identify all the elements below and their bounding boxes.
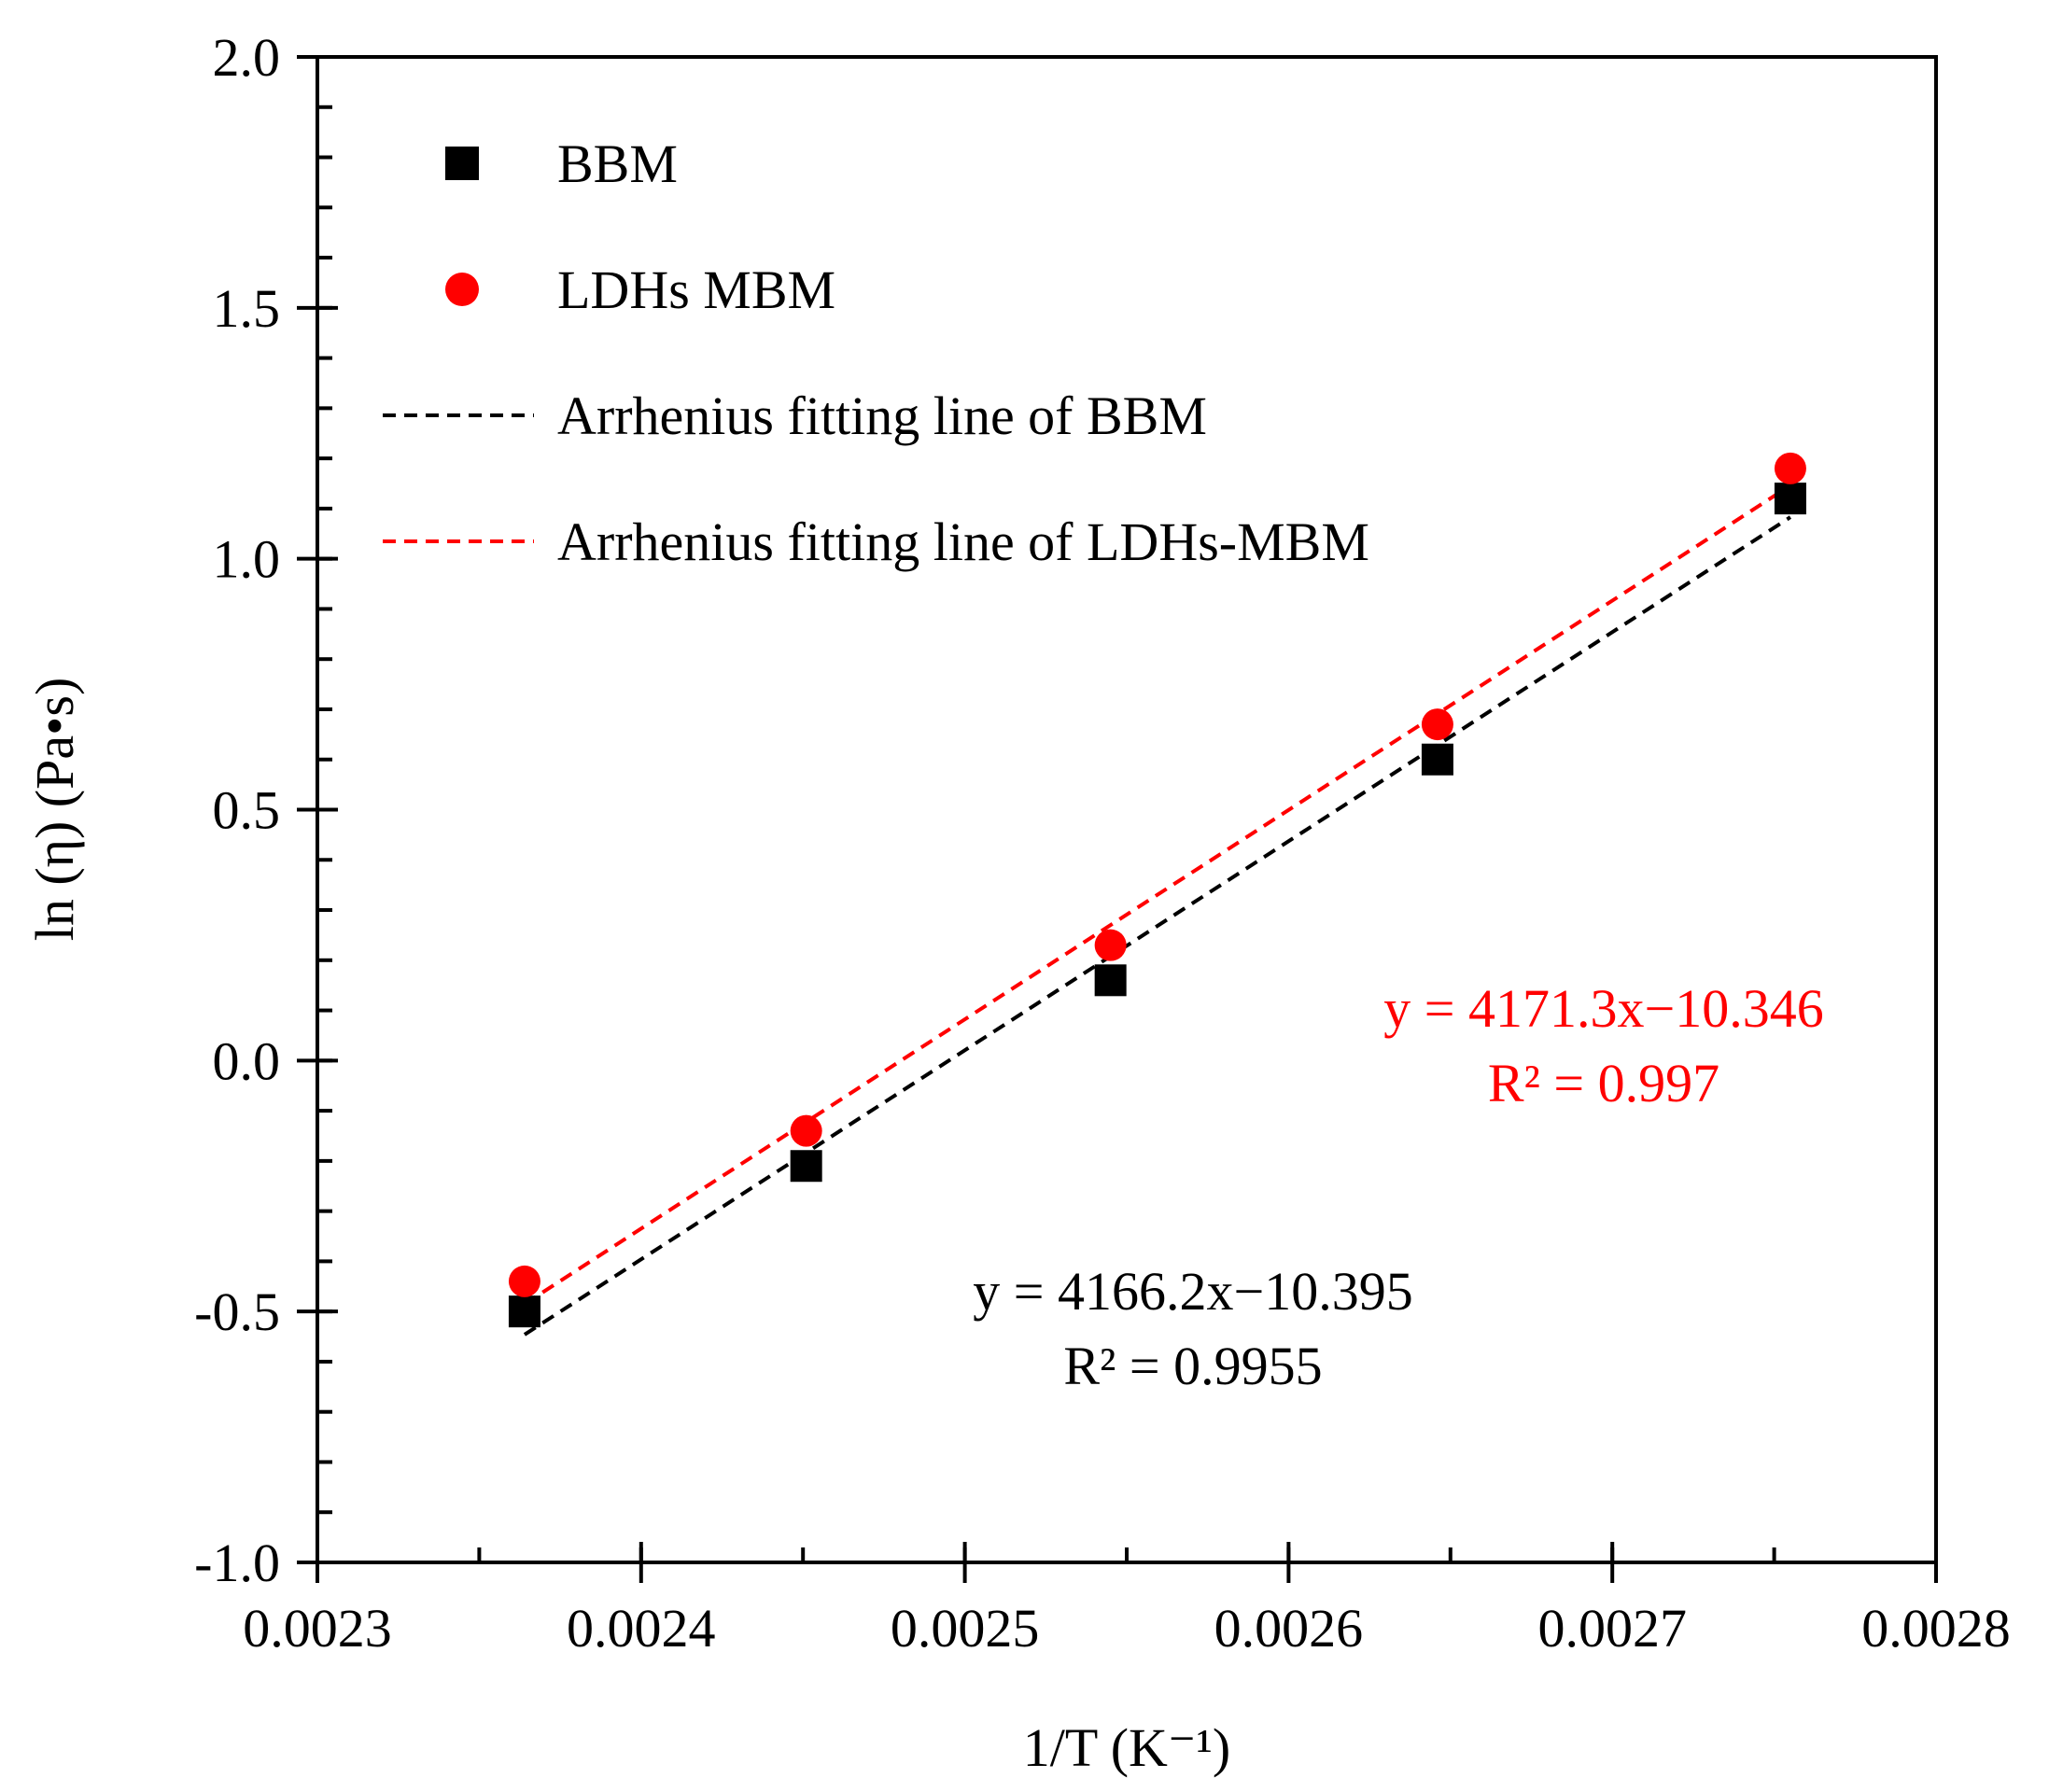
- legend-label: LDHs MBM: [557, 259, 835, 320]
- ldhs-fit-line: [523, 483, 1792, 1306]
- y-tick-label: 0.0: [213, 1030, 281, 1091]
- y-tick-label: -0.5: [194, 1281, 280, 1342]
- bbm-fit-line: [523, 515, 1792, 1337]
- y-tick-label: 0.5: [213, 780, 281, 841]
- data-markers: [508, 452, 1806, 1328]
- ldhs-fit-r2: R² = 0.997: [1488, 1053, 1719, 1113]
- x-tick-label: 0.0028: [1861, 1598, 2011, 1659]
- bbm-fit-equation: y = 4166.2x−10.395: [973, 1261, 1412, 1322]
- y-tick-label: -1.0: [194, 1533, 280, 1593]
- y-tick-label: 1.5: [213, 278, 281, 339]
- fit-lines: [523, 483, 1792, 1337]
- legend-label: BBM: [557, 133, 678, 194]
- x-tick-label: 0.0026: [1214, 1598, 1364, 1659]
- y-axis-label: ln (η) (Pa•s): [24, 678, 85, 942]
- x-tick-label: 0.0024: [567, 1598, 716, 1659]
- y-tick-label: 2.0: [213, 27, 281, 88]
- legend-label: Arrhenius fitting line of LDHs-MBM: [557, 511, 1369, 572]
- bbm-point: [1094, 964, 1127, 997]
- x-tick-label: 0.0023: [243, 1598, 392, 1659]
- ldhs-mbm-point: [1094, 929, 1127, 961]
- bbm-point: [790, 1150, 822, 1183]
- y-tick-label: 1.0: [213, 529, 281, 590]
- x-tick-label: 0.0027: [1537, 1598, 1687, 1659]
- ldhs-fit-equation: y = 4171.3x−10.346: [1383, 978, 1823, 1039]
- ldhs-mbm-point: [1421, 708, 1453, 741]
- legend-square-marker: [445, 147, 479, 180]
- plot-area: [317, 57, 1936, 1562]
- legend-label: Arrhenius fitting line of BBM: [557, 385, 1207, 446]
- legend: BBM LDHs MBM Arrhenius fitting line of BBM…: [383, 133, 1369, 572]
- ldhs-mbm-point: [790, 1114, 822, 1147]
- bbm-point: [1774, 483, 1806, 515]
- tick-labels: 0.0023 0.0024 0.0025 0.0026 0.0027 0.0028 -1.0…: [194, 27, 2011, 1659]
- bbm-point: [1421, 743, 1453, 776]
- x-tick-label: 0.0025: [891, 1598, 1040, 1659]
- ldhs-mbm-point: [1774, 452, 1806, 484]
- legend-circle-marker: [445, 273, 479, 306]
- bbm-point: [508, 1295, 540, 1328]
- bbm-fit-r2: R² = 0.9955: [1063, 1336, 1322, 1396]
- x-axis-label: 1/T (K⁻¹): [1023, 1717, 1231, 1778]
- plot-frame: [316, 55, 1938, 1564]
- ldhs-mbm-point: [508, 1265, 540, 1297]
